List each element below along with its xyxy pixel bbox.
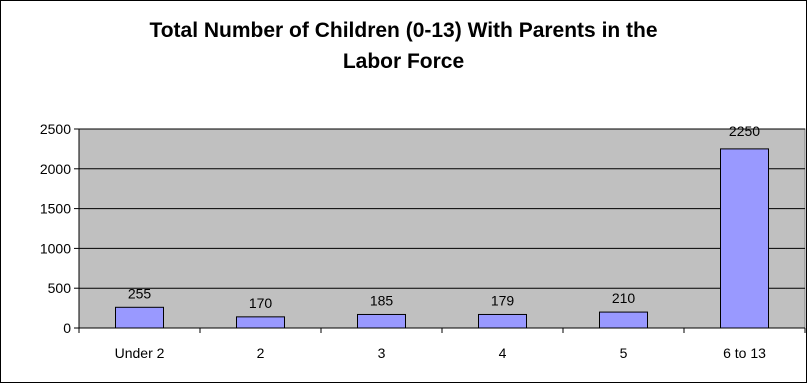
- y-tick-label: 0: [63, 320, 71, 336]
- x-tick-label: 5: [620, 345, 628, 361]
- bar: [357, 313, 406, 329]
- bar: [478, 313, 527, 329]
- x-tick-label: 3: [378, 345, 386, 361]
- x-tick-label: 2: [257, 345, 265, 361]
- y-tick-label: 2500: [40, 121, 71, 137]
- bar: [720, 148, 769, 329]
- x-tick-label: Under 2: [115, 345, 165, 361]
- bar: [115, 306, 164, 329]
- bar: [236, 316, 285, 329]
- chart-title: Total Number of Children (0-13) With Par…: [1, 15, 806, 77]
- y-tick-label: 1000: [40, 240, 71, 256]
- plot-area: [78, 128, 806, 329]
- y-tick-label: 2000: [40, 161, 71, 177]
- data-label: 210: [612, 290, 636, 306]
- data-label: 185: [370, 292, 394, 308]
- data-label: 2250: [729, 123, 760, 139]
- chart-title-line-1: Total Number of Children (0-13) With Par…: [149, 19, 658, 42]
- chart-title-line-2: Labor Force: [342, 50, 465, 73]
- y-tick-label: 500: [48, 280, 72, 296]
- data-label: 255: [128, 285, 152, 301]
- x-tick-label: 4: [499, 345, 507, 361]
- y-tick-label: 1500: [40, 201, 71, 217]
- data-label: 179: [491, 292, 515, 308]
- bar: [599, 311, 648, 329]
- x-tick-label: 6 to 13: [723, 345, 766, 361]
- data-label: 170: [249, 295, 273, 311]
